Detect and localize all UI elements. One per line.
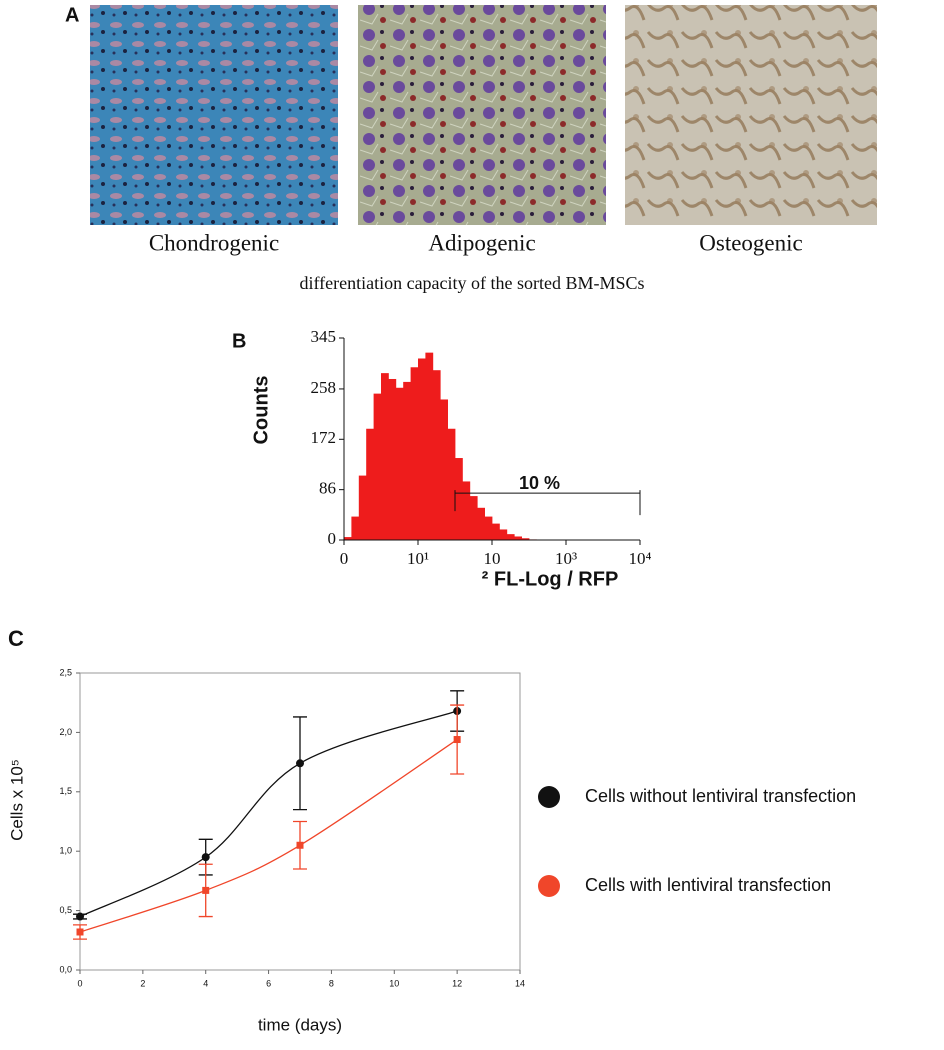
x-axis-label: ² FL-Log / RFP xyxy=(482,568,619,590)
data-point xyxy=(296,759,304,768)
y-tick-label: 2,5 xyxy=(59,667,72,677)
micrograph xyxy=(625,5,877,225)
y-axis-label: Cells x 10⁵ xyxy=(7,759,26,841)
gate-label: 10 % xyxy=(519,473,560,493)
x-tick-label: 10 xyxy=(389,978,399,988)
y-tick-label: 258 xyxy=(311,378,337,397)
histogram-bar xyxy=(344,537,352,540)
histogram-bar xyxy=(351,516,360,540)
x-tick-label: 14 xyxy=(515,978,525,988)
histogram-bar xyxy=(381,373,389,540)
y-tick-label: 345 xyxy=(311,327,337,346)
data-point xyxy=(296,841,304,849)
histogram-bar xyxy=(358,475,367,540)
x-tick-label: 10¹ xyxy=(407,549,429,568)
y-tick-label: 0 xyxy=(328,529,337,548)
data-point xyxy=(201,853,210,862)
histogram-bar xyxy=(403,381,411,540)
histogram-bar xyxy=(506,534,515,540)
data-point xyxy=(202,886,210,894)
histogram-bar xyxy=(440,399,448,540)
image-caption: Chondrogenic xyxy=(149,230,279,255)
histogram-bar xyxy=(455,458,463,540)
histogram-bar xyxy=(432,370,441,540)
x-tick-label: 4 xyxy=(203,978,208,988)
histogram-bar xyxy=(410,367,419,540)
x-axis-label: time (days) xyxy=(258,1015,342,1034)
y-tick-label: 0,0 xyxy=(59,964,72,974)
micrograph xyxy=(358,5,606,225)
data-point xyxy=(76,912,84,921)
legend-marker xyxy=(538,786,560,808)
x-tick-label: 8 xyxy=(329,978,334,988)
x-tick-label: 0 xyxy=(77,978,82,988)
histogram-bar xyxy=(492,523,500,540)
data-point xyxy=(76,928,84,936)
histogram-bar xyxy=(418,358,426,540)
micrograph xyxy=(90,5,338,225)
x-tick-label: 10³ xyxy=(555,549,577,568)
histogram-bar xyxy=(514,536,522,540)
x-tick-label: 10⁴ xyxy=(629,549,652,568)
x-tick-label: 12 xyxy=(452,978,462,988)
histogram-bar xyxy=(366,428,374,540)
histogram-bar xyxy=(395,387,404,540)
histogram-bar xyxy=(521,538,530,540)
histogram-bar xyxy=(484,516,493,540)
histogram-bar xyxy=(388,378,397,540)
y-tick-label: 0,5 xyxy=(59,905,72,915)
legend-marker xyxy=(538,875,560,897)
legend-label: Cells with lentiviral transfection xyxy=(585,875,831,895)
y-tick-label: 1,0 xyxy=(59,846,72,856)
series-line xyxy=(79,738,458,933)
x-tick-label: 0 xyxy=(340,549,349,568)
x-tick-label: 6 xyxy=(266,978,271,988)
histogram-bar xyxy=(425,352,434,540)
plot-frame xyxy=(79,672,521,971)
histogram-bar xyxy=(469,496,478,540)
y-tick-label: 2,0 xyxy=(59,727,72,737)
panel-label: B xyxy=(232,330,246,352)
y-tick-label: 172 xyxy=(311,428,337,447)
y-axis-label: Counts xyxy=(250,376,272,445)
y-tick-label: 1,5 xyxy=(59,786,72,796)
panel-label: A xyxy=(65,4,79,26)
histogram-bar xyxy=(477,507,485,540)
histogram-bar xyxy=(447,428,456,540)
series-line xyxy=(79,710,458,918)
data-point xyxy=(453,736,461,744)
image-caption: Adipogenic xyxy=(428,230,535,255)
x-tick-label: 2 xyxy=(140,978,145,988)
legend-label: Cells without lentiviral transfection xyxy=(585,786,856,806)
histogram-bar xyxy=(373,393,382,540)
y-tick-label: 86 xyxy=(319,479,336,498)
histogram-bar xyxy=(499,529,508,540)
figure-caption: differentiation capacity of the sorted B… xyxy=(299,273,644,293)
histogram-bar xyxy=(462,481,471,540)
x-tick-label: 10 xyxy=(484,549,501,568)
image-caption: Osteogenic xyxy=(699,230,802,255)
panel-label: C xyxy=(8,626,24,651)
